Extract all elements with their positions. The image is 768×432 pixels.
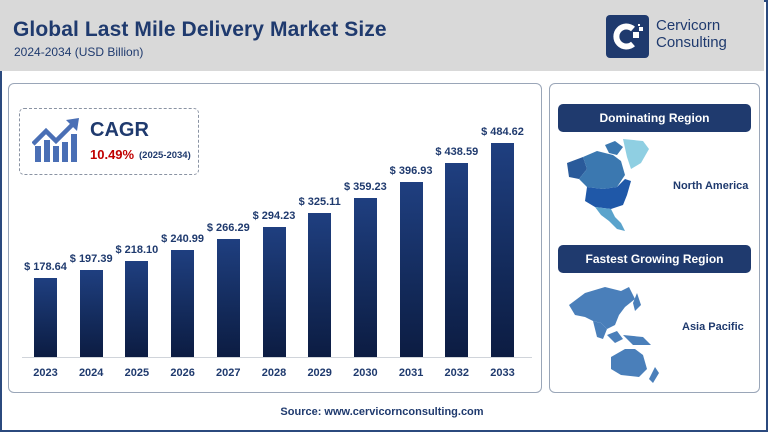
source-citation: Source: www.cervicornconsulting.com <box>280 406 484 418</box>
x-axis-tick-label: 2025 <box>124 367 150 379</box>
cagr-value: 10.49% <box>90 147 135 162</box>
x-axis-tick-label: 2033 <box>490 367 515 379</box>
bar <box>125 260 149 357</box>
bar-value-label: $ 438.59 <box>435 146 479 159</box>
bar <box>34 278 57 357</box>
bar-value-label: $ 484.62 <box>481 125 524 138</box>
x-axis-tick-label: 2024 <box>78 367 104 379</box>
brand-line-1: Cervicorn <box>656 17 721 34</box>
north-america-map-icon <box>565 139 660 240</box>
bar <box>445 163 469 357</box>
x-axis-tick-label: 2029 <box>307 367 332 379</box>
bar-value-label: $ 325.11 <box>298 196 341 209</box>
page-title: Global Last Mile Delivery Market Size <box>13 18 387 41</box>
x-axis-tick-label: 2026 <box>170 367 195 379</box>
brand-name: Cervicorn Consulting <box>656 17 727 51</box>
bar-value-label: $ 240.99 <box>161 233 204 246</box>
fastest-region-name: Asia Pacific <box>682 321 744 333</box>
bar-value-label: $ 197.39 <box>69 252 113 265</box>
bar-value-label: $ 218.10 <box>115 243 159 256</box>
bar-value-label: $ 178.64 <box>24 261 67 274</box>
cagr-box <box>19 108 199 175</box>
x-axis-tick-label: 2027 <box>216 367 241 379</box>
bar <box>171 250 195 357</box>
x-axis-tick-label: 2030 <box>353 367 378 379</box>
bar <box>491 142 514 357</box>
x-axis-tick-label: 2023 <box>33 367 58 379</box>
x-axis-baseline <box>22 357 532 358</box>
bar-value-label: $ 396.93 <box>389 164 433 177</box>
dominating-region-name: North America <box>673 180 749 192</box>
cagr-label: CAGR <box>90 119 149 141</box>
bar <box>262 226 286 357</box>
x-axis-tick-label: 2031 <box>398 367 424 379</box>
bar-value-label: $ 359.23 <box>343 181 387 194</box>
brand-logo-icon <box>606 15 649 58</box>
cagr-range: (2025-2034) <box>139 150 191 161</box>
x-axis-tick-label: 2032 <box>444 367 470 379</box>
bar <box>308 213 332 357</box>
dominating-region-header: Dominating Region <box>558 104 751 132</box>
asia-pacific-map-icon <box>563 283 673 390</box>
page-subtitle: 2024-2034 (USD Billion) <box>14 45 144 59</box>
region-panel <box>549 83 760 393</box>
brand-line-2: Consulting <box>656 34 727 51</box>
x-axis-tick-label: 2028 <box>261 367 287 379</box>
bar <box>353 198 377 357</box>
bar-value-label: $ 266.29 <box>206 222 250 235</box>
bar <box>216 239 240 357</box>
bar-value-label: $ 294.23 <box>252 209 296 222</box>
growth-chart-icon <box>31 116 82 164</box>
fastest-region-header: Fastest Growing Region <box>558 245 751 273</box>
bar <box>399 181 423 357</box>
bar <box>79 269 103 357</box>
